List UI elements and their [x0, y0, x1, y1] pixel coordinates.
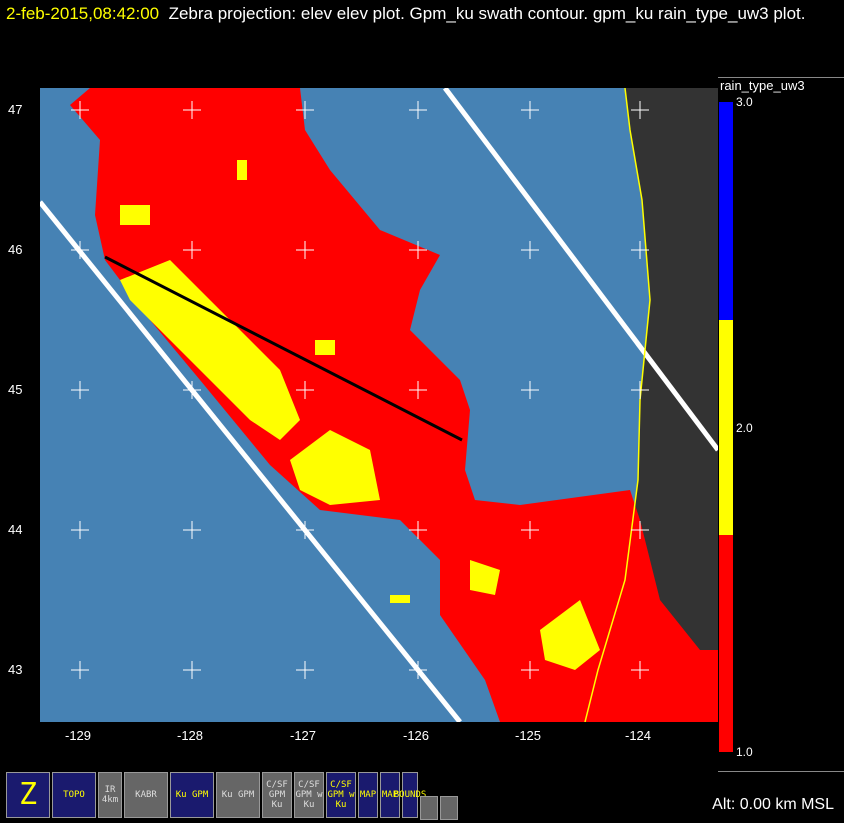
rain-convective-area: [120, 160, 600, 670]
plot-description: Zebra projection: elev elev plot. Gpm_ku…: [168, 4, 806, 23]
colorbar-label-3: 3.0: [736, 95, 753, 109]
lat-lon-grid: [71, 101, 649, 679]
colorbar-label-2: 2.0: [736, 421, 753, 435]
status-divider: [718, 771, 844, 772]
lat-tick-label: 47: [8, 102, 23, 117]
coastline: [584, 88, 651, 722]
bounds-icon[interactable]: BOUNDS: [394, 772, 426, 818]
csf-gpm-wku-icon-active[interactable]: C/SF GPM w Ku: [326, 772, 356, 818]
swath-edge-right: [443, 88, 718, 452]
swath-edge-left: [40, 200, 462, 722]
usa-map-icon-2[interactable]: MAP: [380, 772, 400, 818]
csf-gpm-wku-icon[interactable]: C/SF GPM w Ku: [294, 772, 324, 818]
altitude-readout: Alt: 0.00 km MSL: [712, 796, 834, 813]
grid-icon[interactable]: [440, 796, 458, 820]
lat-tick-label: 44: [8, 522, 23, 537]
colorbar-label-1: 1.0: [736, 745, 753, 759]
csf-gpm-ku-icon[interactable]: C/SF GPM Ku: [262, 772, 292, 818]
lon-tick-label: -129: [65, 728, 92, 743]
ir-satellite-icon[interactable]: IR 4km: [98, 772, 122, 818]
circle-icon[interactable]: [420, 796, 438, 820]
lat-tick-label: 46: [8, 242, 23, 257]
cross-section-line: [104, 255, 463, 442]
lon-tick-label: -127: [290, 728, 317, 743]
land: [585, 88, 718, 722]
zebra-icon[interactable]: Z: [6, 772, 50, 818]
colorbar-blue: [719, 102, 733, 320]
colorbar-divider: [718, 77, 844, 78]
lon-tick-label: -124: [625, 728, 652, 743]
lon-tick-label: -125: [515, 728, 542, 743]
colorbar-red: [719, 535, 733, 752]
colorbar-title: rain_type_uw3: [720, 78, 805, 93]
usa-map-icon[interactable]: MAP: [358, 772, 378, 818]
plot-title: 2-feb-2015,08:42:00 Zebra projection: el…: [6, 2, 806, 26]
colorbar-yellow: [719, 320, 733, 535]
radar-kabr-icon[interactable]: KABR: [124, 772, 168, 818]
lon-tick-label: -126: [403, 728, 430, 743]
lat-tick-label: 43: [8, 662, 23, 677]
lat-tick-label: 45: [8, 382, 23, 397]
timestamp: 2-feb-2015,08:42:00: [6, 4, 160, 23]
gpm-ku-icon-2[interactable]: Ku GPM: [216, 772, 260, 818]
topo-icon[interactable]: TOPO: [52, 772, 96, 818]
lon-tick-label: -128: [177, 728, 204, 743]
gpm-ku-icon[interactable]: Ku GPM: [170, 772, 214, 818]
